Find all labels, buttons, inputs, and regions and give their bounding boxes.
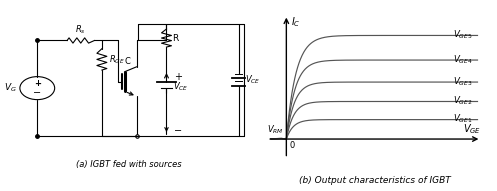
Text: $V_{GE3}$: $V_{GE3}$	[453, 75, 472, 88]
Text: $V_{GE4}$: $V_{GE4}$	[453, 53, 473, 66]
Text: $R_s$: $R_s$	[76, 23, 86, 36]
Text: $V_{GE5}$: $V_{GE5}$	[453, 28, 472, 41]
Text: $V_{GE1}$: $V_{GE1}$	[453, 113, 472, 125]
Text: $I_C$: $I_C$	[291, 15, 301, 28]
Text: $V_{CE}$: $V_{CE}$	[245, 74, 260, 86]
Text: $V_{CE}$: $V_{CE}$	[173, 80, 188, 93]
Text: $R_{GE}$: $R_{GE}$	[109, 53, 125, 66]
Text: $V_{GE2}$: $V_{GE2}$	[453, 95, 472, 107]
Text: C: C	[125, 57, 130, 66]
Text: R: R	[172, 34, 178, 43]
Text: +: +	[174, 72, 182, 82]
Text: +: +	[34, 79, 41, 88]
Text: −: −	[33, 88, 41, 98]
Text: $V_{RM}$: $V_{RM}$	[267, 124, 284, 136]
Text: (a) IGBT fed with sources: (a) IGBT fed with sources	[77, 160, 182, 169]
Text: (b) Output characteristics of IGBT: (b) Output characteristics of IGBT	[299, 176, 451, 185]
Text: $V_{GE}$: $V_{GE}$	[463, 122, 481, 136]
Text: 0: 0	[290, 141, 295, 150]
Text: −: −	[174, 126, 182, 136]
Text: $V_G$: $V_G$	[3, 82, 16, 94]
